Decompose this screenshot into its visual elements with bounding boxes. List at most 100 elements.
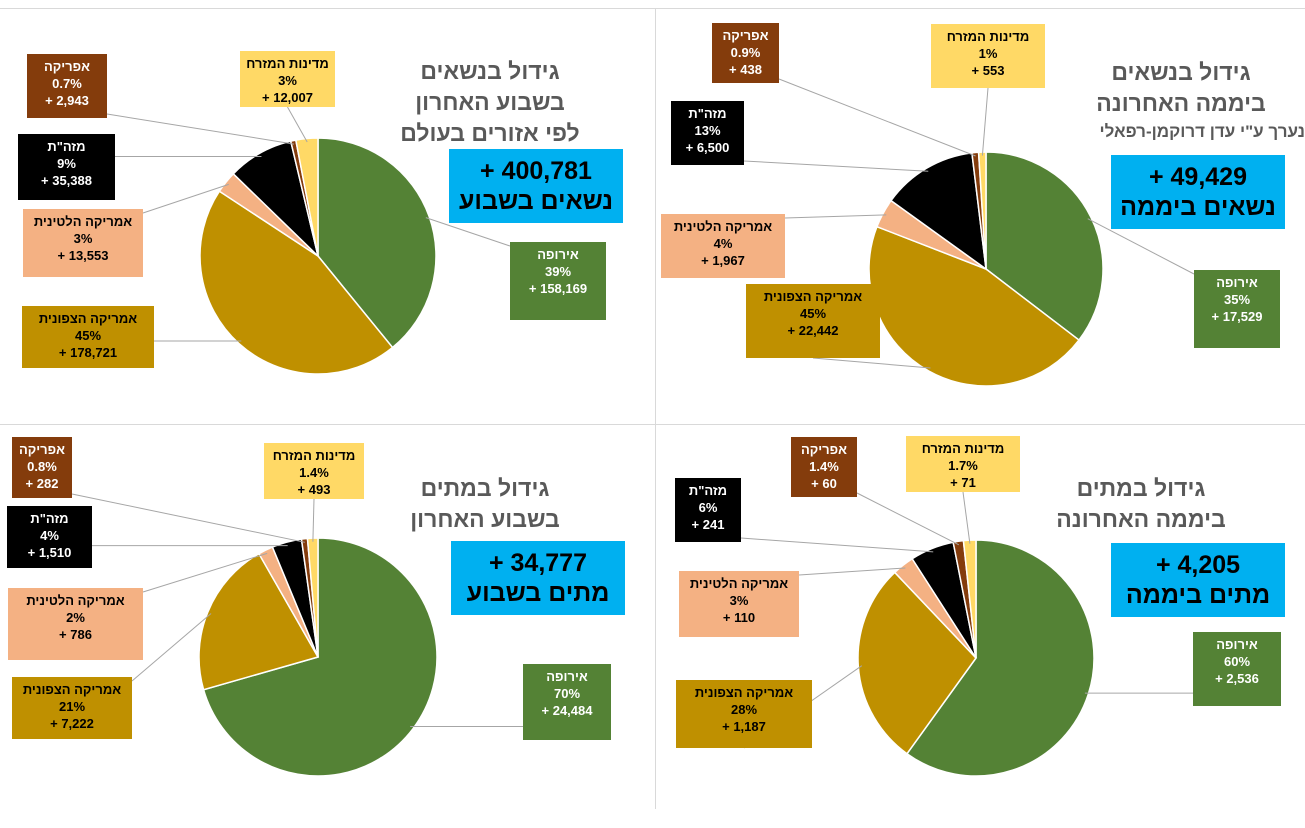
slice-name: אמריקה הלטינית	[33, 214, 133, 229]
slice-percent: 1.4%	[299, 465, 329, 480]
leader-line	[812, 357, 931, 369]
chart-title: גידול במתים ביממה האחרונה	[1046, 473, 1236, 535]
asia-label: מזה"ת 13% + 6,500	[671, 101, 744, 165]
middle-east-slice	[294, 137, 319, 257]
vertical-divider	[655, 8, 656, 809]
chart-panel-daily-deaths: גידול במתים ביממה האחרונה + 4,205 מתים ב…	[656, 428, 1305, 828]
total-value: + 4,205	[1155, 551, 1241, 579]
slice-value: + 2,943	[45, 93, 89, 108]
slice-percent: 6%	[698, 500, 718, 515]
slice-value: + 24,484	[541, 703, 593, 718]
title-line: גידול במתים	[420, 475, 550, 501]
europe-label: אירופה 60% + 2,536	[1193, 632, 1281, 706]
leader-line	[131, 613, 212, 682]
total-box: + 34,777 מתים בשבוע	[451, 541, 625, 615]
pie-chart	[743, 78, 1195, 387]
asia-slice	[890, 152, 987, 271]
slice-value: + 158,169	[528, 281, 588, 296]
slice-value: + 178,721	[58, 345, 118, 360]
leader-line	[142, 183, 229, 214]
slice-value: + 22,442	[787, 323, 839, 338]
title-line: גידול במתים	[1076, 475, 1206, 501]
asia-label: מזה"ת 4% + 1,510	[7, 506, 92, 568]
europe-slice	[202, 537, 438, 777]
slice-name: אירופה	[1216, 275, 1258, 290]
slice-percent: 9%	[57, 156, 76, 171]
slice-percent: 28%	[730, 702, 758, 717]
chart-panel-daily-cases: גידול בנשאים ביממה האחרונה נערך ע"י עדן …	[656, 12, 1305, 412]
slice-name: אמריקה הצפונית	[694, 685, 794, 700]
europe-slice	[317, 137, 437, 349]
slice-percent: 45%	[799, 306, 827, 321]
latin-america-label: אמריקה הלטינית 3% + 13,553	[23, 209, 143, 277]
slice-percent: 70%	[553, 686, 581, 701]
slice-name: מזה"ת	[688, 106, 727, 121]
slice-name: אפריקה	[18, 442, 66, 457]
pie-chart	[740, 491, 1193, 777]
asia-label: מזה"ת 9% + 35,388	[18, 134, 115, 200]
slice-value: + 282	[25, 476, 59, 491]
slice-name: מזה"ת	[688, 483, 728, 498]
middle-east-label: מדינות המזרח 1.4% + 493	[264, 443, 364, 499]
europe-label: אירופה 35% + 17,529	[1194, 270, 1280, 348]
slice-value: + 17,529	[1211, 309, 1263, 324]
slice-percent: 35%	[1223, 292, 1251, 307]
slice-value: + 110	[722, 610, 756, 625]
total-label: נשאים בשבוע	[458, 187, 614, 215]
total-value: + 400,781	[480, 157, 592, 185]
slice-value: + 7,222	[50, 716, 94, 731]
slice-percent: 39%	[544, 264, 572, 279]
slice-name: מדינות המזרח	[246, 56, 329, 71]
author-credit: נערך ע"י עדן דרוקמן-רפאלי	[1099, 122, 1305, 141]
slice-percent: 3%	[73, 231, 93, 246]
latin-america-label: אמריקה הלטינית 4% + 1,967	[661, 214, 785, 278]
title-line: בשבוע האחרון	[410, 506, 560, 532]
title-line: ביממה האחרונה	[1096, 90, 1266, 116]
slice-percent: 4%	[40, 528, 59, 543]
total-value: + 34,777	[488, 549, 587, 577]
title-line: ביממה האחרונה	[1056, 506, 1226, 532]
slice-name: אמריקה הצפונית	[763, 289, 863, 304]
leader-line	[142, 552, 268, 593]
slice-percent: 1%	[978, 46, 998, 61]
slice-percent: 0.8%	[27, 459, 57, 474]
slice-percent: 2%	[66, 610, 85, 625]
slice-value: + 13,553	[57, 248, 109, 263]
leader-line	[798, 567, 906, 576]
leader-line	[784, 214, 887, 219]
slice-name: אפריקה	[722, 28, 769, 43]
leader-line	[425, 217, 511, 247]
title-line: לפי אזורים בעולם	[400, 120, 580, 146]
leader-line	[981, 87, 989, 156]
africa-label: אפריקה 0.8% + 282	[12, 437, 72, 498]
slice-name: אירופה	[546, 669, 588, 684]
slice-name: מדינות המזרח	[921, 441, 1005, 456]
pie-chart	[71, 493, 523, 777]
slice-percent: 1.7%	[948, 458, 978, 473]
total-label: מתים בשבוע	[466, 579, 610, 607]
slice-percent: 1.4%	[809, 459, 839, 474]
slice-name: אפריקה	[43, 59, 91, 74]
europe-slice	[985, 151, 1104, 342]
slice-name: מדינות המזרח	[946, 29, 1030, 44]
total-box: + 400,781 נשאים בשבוע	[449, 149, 623, 223]
latin-america-label: אמריקה הלטינית 3% + 110	[679, 571, 799, 637]
slice-name: מזה"ת	[47, 139, 86, 154]
title-line: גידול בנשאים	[420, 58, 560, 84]
slice-value: + 553	[971, 63, 1005, 78]
chart-title: גידול בנשאים בשבוע האחרון לפי אזורים בעו…	[400, 56, 580, 149]
north-america-label: אמריקה הצפונית 28% + 1,187	[676, 680, 812, 748]
slice-percent: 60%	[1223, 654, 1251, 669]
slice-value: + 1,510	[27, 545, 72, 560]
chart-panel-weekly-cases: גידול בנשאים בשבוע האחרון לפי אזורים בעו…	[0, 12, 652, 412]
slice-percent: 3%	[278, 73, 297, 88]
north-america-slice	[198, 552, 320, 691]
slice-percent: 3%	[729, 593, 749, 608]
leader-line	[856, 492, 960, 546]
pie-chart	[106, 106, 511, 375]
leader-line	[743, 160, 929, 172]
title-line: גידול בנשאים	[1111, 59, 1251, 85]
slice-percent: 0.7%	[52, 76, 82, 91]
leader-line	[962, 491, 971, 544]
slice-percent: 0.9%	[730, 45, 761, 60]
